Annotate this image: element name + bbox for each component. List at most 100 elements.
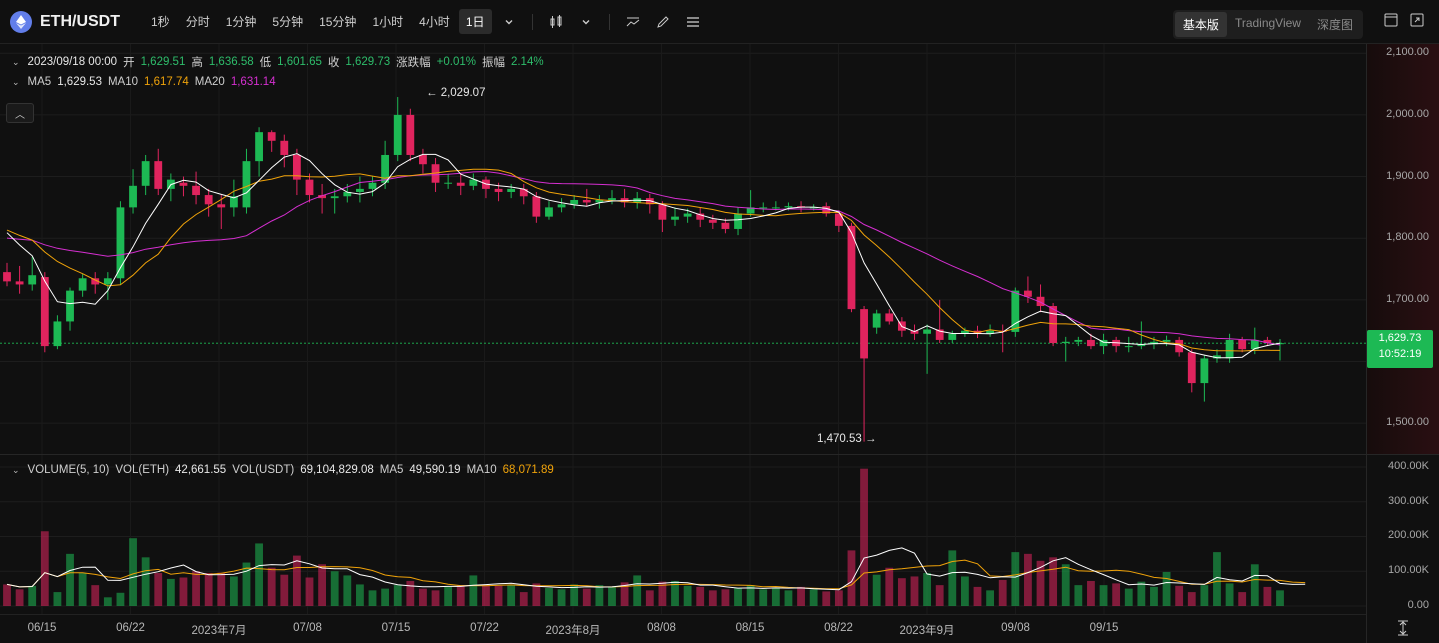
low-label: 低 — [259, 57, 272, 69]
divider — [608, 13, 610, 30]
high-label: 高 — [191, 57, 203, 69]
time-tick: 2023年8月 — [545, 625, 601, 637]
candle-body — [217, 204, 226, 208]
volume-bar — [734, 587, 742, 606]
candlestick-chart[interactable] — [0, 44, 1366, 614]
volume-bar — [1225, 583, 1234, 606]
volume-bar — [242, 562, 251, 606]
interval-tab[interactable]: 1小时 — [372, 15, 404, 29]
volume-bar — [330, 571, 339, 606]
candle-body — [1036, 296, 1045, 307]
candle-body — [658, 204, 667, 220]
change-label: 涨跌幅 — [396, 57, 431, 69]
open-label: 开 — [123, 57, 135, 69]
volume-bar — [834, 590, 843, 606]
candle-body — [1074, 339, 1083, 342]
candle-body — [910, 330, 919, 334]
candle-body — [1162, 339, 1171, 342]
volume-bar — [116, 592, 125, 606]
candle-body — [1024, 290, 1032, 297]
candle-body — [696, 213, 705, 220]
candle-body — [179, 182, 188, 186]
vol-eth-label: VOL(ETH) — [115, 464, 170, 476]
window-icon[interactable] — [1383, 12, 1399, 31]
candle-body — [872, 313, 881, 328]
volume-bar — [645, 590, 654, 606]
volume-bar — [1137, 581, 1146, 606]
volume-bar — [897, 578, 906, 606]
volume-axis[interactable]: 400.00K 300.00K 200.00K 100.00K 0.00 — [1366, 455, 1439, 614]
volume-bar — [103, 597, 112, 606]
chevron-down-icon[interactable] — [575, 11, 597, 33]
ma20-line — [6, 170, 1281, 346]
chevron-down-icon[interactable] — [498, 11, 520, 33]
interval-tab[interactable]: 4小时 — [419, 15, 450, 29]
time-axis[interactable]: 06/15 06/22 2023年7月 07/08 07/15 07/22 2023年8月 0… — [0, 614, 1366, 643]
ma20-label: MA20 — [194, 76, 225, 88]
volume-bar — [809, 589, 818, 606]
volume-bar — [608, 586, 616, 606]
volume-bar — [141, 557, 150, 606]
volume-bar — [519, 592, 528, 606]
volume-bar — [255, 543, 263, 606]
volume-bar — [1049, 557, 1058, 606]
candlestick-type-icon[interactable] — [545, 11, 567, 33]
volume-bar — [192, 571, 200, 606]
collapse-button[interactable]: ︿ — [6, 103, 34, 123]
indicator-icon[interactable] — [622, 11, 644, 33]
interval-tab[interactable]: 1日 — [458, 9, 492, 34]
volume-bar — [960, 576, 969, 606]
price-axis[interactable]: 2,100.00 2,000.00 1,900.00 1,800.00 1,700.00… — [1366, 44, 1439, 454]
volume-bar — [217, 572, 226, 606]
volume-bar — [179, 577, 188, 606]
volume-bar — [1036, 560, 1045, 606]
pair-selector[interactable]: ETH/USDT — [10, 10, 120, 33]
volume-bar — [746, 585, 755, 606]
ma10-label: MA10 — [107, 76, 139, 88]
price-tick: 2,100.00 — [1386, 46, 1429, 59]
volume-bar — [318, 564, 327, 606]
candle-body — [1276, 343, 1284, 345]
view-tab[interactable]: TradingView — [1234, 16, 1301, 30]
divider — [531, 13, 533, 30]
volume-bar — [759, 589, 768, 606]
open-value: 1,629.51 — [140, 56, 186, 68]
volume-bar — [1250, 564, 1259, 606]
fullscreen-icon[interactable] — [1409, 12, 1425, 31]
ma5-line — [6, 153, 1281, 359]
interval-tab[interactable]: 15分钟 — [319, 15, 357, 29]
volume-bar — [1074, 585, 1083, 606]
view-tab[interactable]: 基本版 — [1174, 12, 1227, 37]
ethereum-icon — [10, 10, 32, 33]
chevron-down-icon[interactable]: ⌄ — [12, 464, 20, 475]
interval-tab[interactable]: 分时 — [185, 15, 210, 29]
high-annotation: ← 2,029.07 — [426, 87, 486, 99]
candle-countdown: 10:52:19 — [1378, 348, 1422, 360]
time-tick: 06/22 — [116, 622, 145, 634]
settings-list-icon[interactable] — [682, 11, 704, 33]
candle-body — [1061, 341, 1070, 344]
interval-tab[interactable]: 1分钟 — [225, 15, 257, 29]
volume-bar — [494, 585, 503, 606]
pencil-draw-icon[interactable] — [652, 11, 674, 33]
candle-body — [1250, 339, 1259, 350]
candle-body — [255, 132, 263, 162]
volume-bar — [771, 587, 780, 606]
ma10-line — [6, 168, 1281, 352]
candle-body — [885, 313, 894, 322]
axis-reset-icon[interactable] — [1396, 620, 1410, 639]
volume-bar — [1200, 585, 1209, 606]
candle-body — [28, 275, 37, 285]
candle-body — [834, 213, 843, 226]
candle-body — [103, 278, 112, 285]
volume-bar — [1162, 571, 1171, 606]
volume-bar — [1238, 592, 1247, 606]
axis-divider — [1366, 44, 1367, 643]
interval-tab[interactable]: 1秒 — [151, 15, 170, 29]
volume-divider — [0, 454, 1439, 455]
chevron-down-icon[interactable]: ⌄ — [12, 56, 20, 67]
interval-tab[interactable]: 5分钟 — [272, 15, 304, 29]
chevron-down-icon[interactable]: ⌄ — [12, 76, 20, 87]
volume-bar — [620, 582, 629, 606]
view-tab[interactable]: 深度图 — [1316, 18, 1353, 32]
